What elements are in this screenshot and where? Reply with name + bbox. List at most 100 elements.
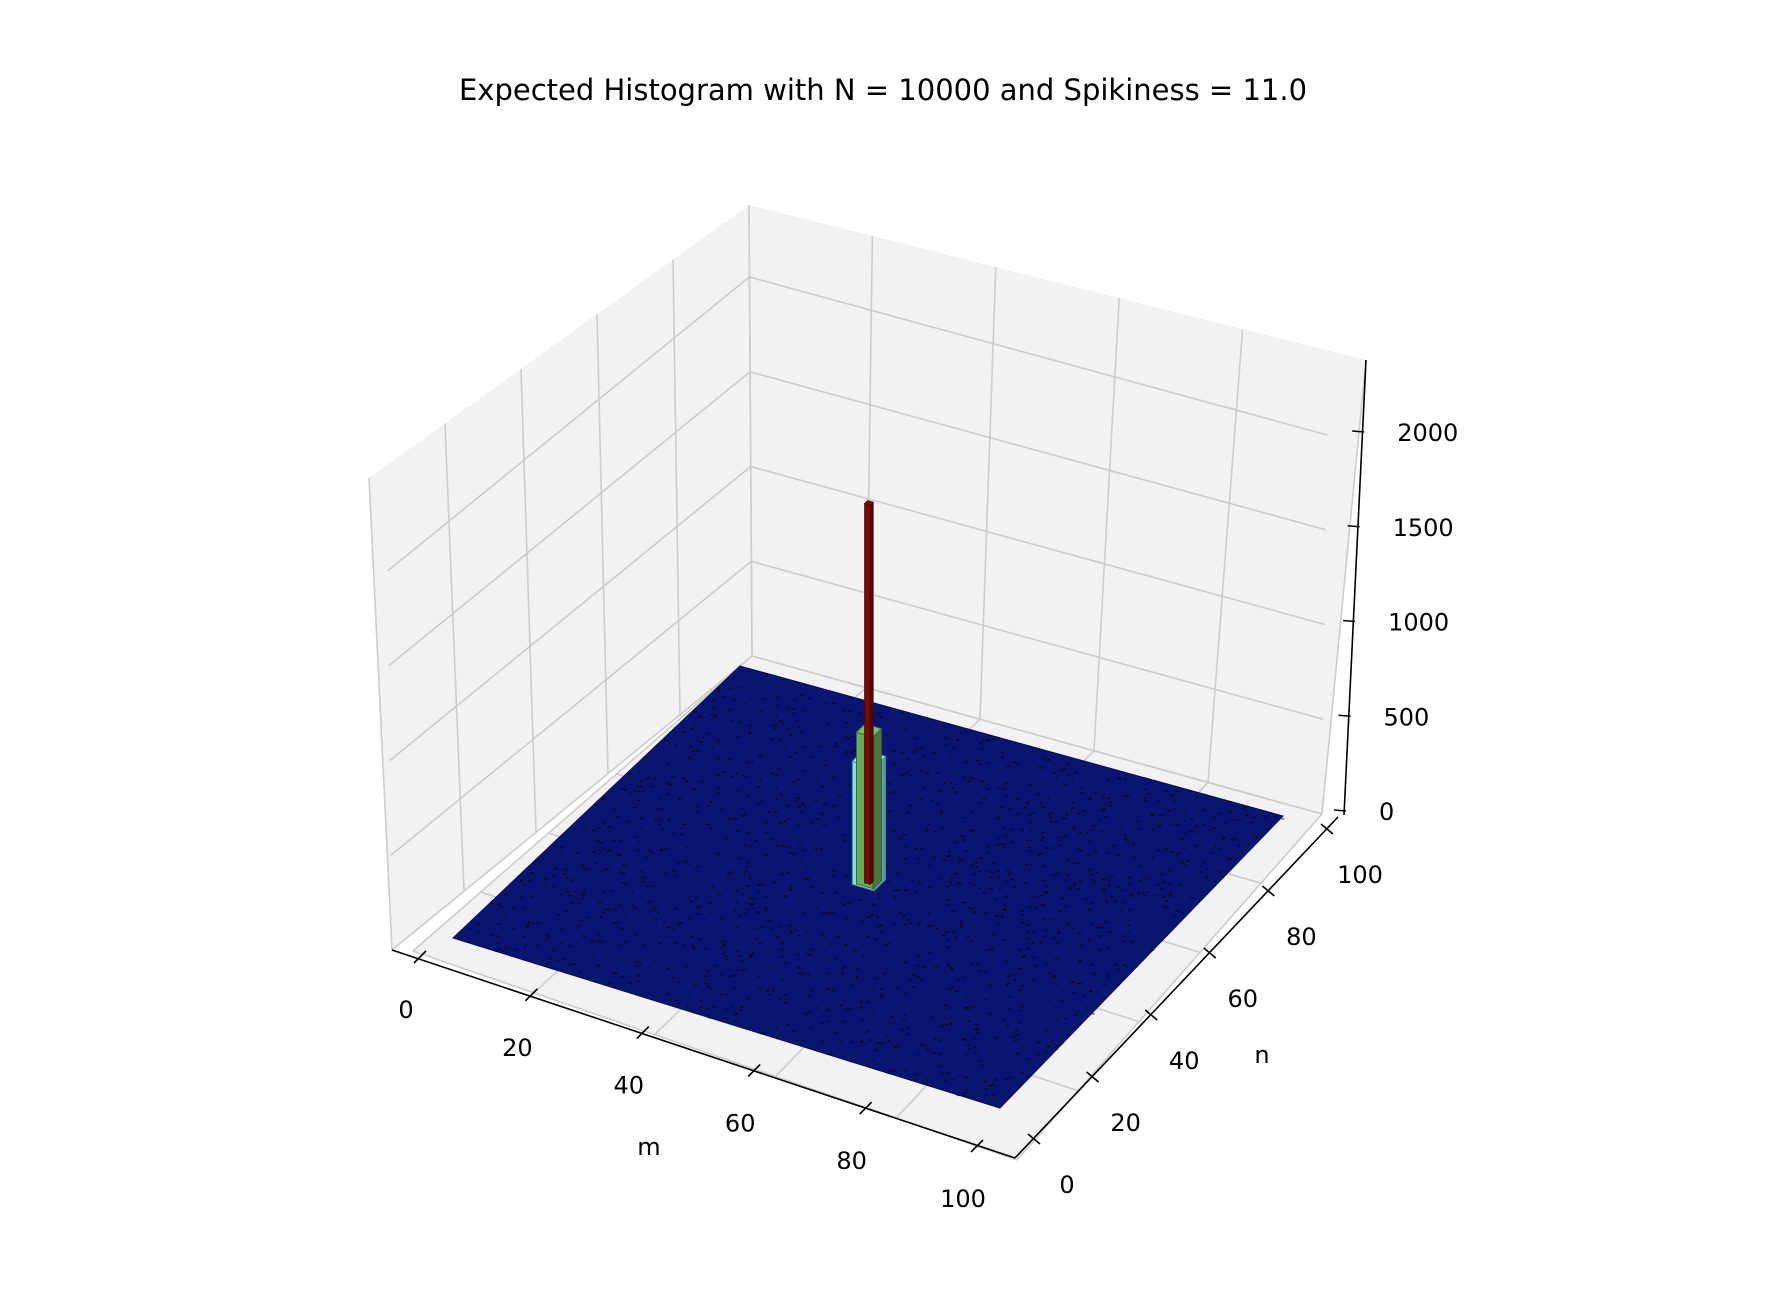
bin-edge-speckle [560,846,564,848]
bin-edge-speckle [1042,936,1046,938]
bin-edge-speckle [653,778,657,780]
bin-edge-speckle [883,973,887,975]
bin-edge-speckle [724,837,728,840]
bin-edge-speckle [1010,841,1013,843]
bin-edge-speckle [678,981,682,983]
bin-edge-speckle [1032,812,1036,814]
bin-edge-speckle [859,1000,863,1003]
m-tick [970,1139,984,1153]
bin-edge-speckle [694,721,698,724]
bin-edge-speckle [938,1053,942,1055]
bin-edge-speckle [949,1022,953,1024]
bin-edge-speckle [946,855,950,857]
bin-edge-speckle [961,901,965,904]
n-tick-label: 0 [1059,1171,1074,1199]
bin-edge-speckle [667,820,671,822]
bin-edge-speckle [780,949,783,951]
bin-edge-speckle [1007,1008,1011,1010]
bin-edge-speckle [1016,1052,1019,1055]
bin-edge-speckle [794,800,798,803]
bin-edge-speckle [885,864,889,867]
bin-edge-speckle [884,967,888,969]
bin-edge-speckle [1008,872,1012,875]
bin-edge-speckle [683,944,687,947]
m-tick-label: 0 [398,996,413,1024]
bin-edge-speckle [512,927,515,930]
bin-edge-speckle [1079,880,1082,883]
bin-edge-speckle [1011,974,1015,976]
bin-edge-speckle [457,937,460,939]
n-tick-label: 60 [1228,985,1259,1013]
bin-edge-speckle [791,713,795,715]
bin-edge-speckle [732,987,736,990]
bin-edge-speckle [870,914,874,917]
bin-edge-speckle [706,1014,710,1016]
bin-edge-speckle [855,968,859,970]
n-tick [1261,885,1275,897]
bin-edge-speckle [897,1045,901,1047]
bin-edge-speckle [826,1009,829,1011]
bin-edge-speckle [1281,817,1285,820]
bin-edge-speckle [956,882,960,884]
bin-edge-speckle [952,930,955,933]
bin-edge-speckle [1121,901,1125,904]
bin-edge-speckle [650,851,654,854]
bin-edge-speckle [733,676,737,678]
bin-edge-speckle [804,1012,808,1015]
bin-edge-speckle [786,846,790,848]
bin-edge-speckle [771,928,775,930]
bin-edge-speckle [734,1011,738,1014]
bin-edge-speckle [728,975,732,978]
bin-edge-speckle [1050,847,1054,849]
bin-edge-speckle [1138,880,1142,882]
bin-edge-speckle [925,829,929,832]
bin-edge-speckle [793,698,797,701]
bin-edge-speckle [529,879,532,882]
bin-edge-speckle [816,818,820,820]
bin-edge-speckle [776,768,780,770]
bin-edge-speckle [1030,863,1034,866]
bin-edge-speckle [960,920,964,923]
bin-edge-speckle [1082,765,1086,767]
bin-edge-speckle [1026,802,1029,804]
y-axis-label: n [1254,1041,1269,1069]
bin-edge-speckle [545,938,549,940]
n-tick [1320,823,1334,835]
bin-edge-speckle [745,885,749,887]
bin-edge-speckle [1024,864,1028,866]
bin-edge-speckle [683,823,687,826]
bin-edge-speckle [1060,769,1064,772]
bin-edge-speckle [785,1001,788,1004]
bin-edge-speckle [1027,931,1031,934]
bin-edge-speckle [1222,837,1226,840]
n-grid-line [748,204,753,657]
bin-edge-speckle [1158,814,1162,817]
bin-edge-speckle [828,988,832,991]
bin-edge-speckle [1082,810,1085,812]
bin-edge-speckle [1164,848,1168,851]
bin-edge-speckle [1102,888,1106,890]
bin-edge-speckle [583,868,587,871]
bin-edge-speckle [968,830,972,832]
bin-edge-speckle [938,1039,942,1042]
bin-edge-speckle [721,940,725,943]
bin-edge-speckle [599,916,603,918]
bin-edge-speckle [926,1048,930,1051]
bin-edge-speckle [667,793,671,796]
bin-edge-speckle [576,852,580,854]
bin-edge-speckle [556,959,560,961]
bin-edge-speckle [665,847,669,850]
bin-edge-speckle [1186,860,1190,862]
bin-edge-speckle [746,861,750,864]
bin-edge-speckle [985,739,989,741]
bin-edge-speckle [974,1051,978,1054]
bin-edge-speckle [961,817,965,819]
bin-edge-speckle [665,782,669,785]
bin-edge-speckle [497,948,501,950]
bin-edge-speckle [574,890,578,892]
bin-edge-speckle [1130,940,1134,943]
bin-edge-speckle [797,966,801,969]
bin-edge-speckle [630,783,634,785]
bin-edge-speckle [602,891,606,894]
bin-edge-speckle [709,911,713,913]
